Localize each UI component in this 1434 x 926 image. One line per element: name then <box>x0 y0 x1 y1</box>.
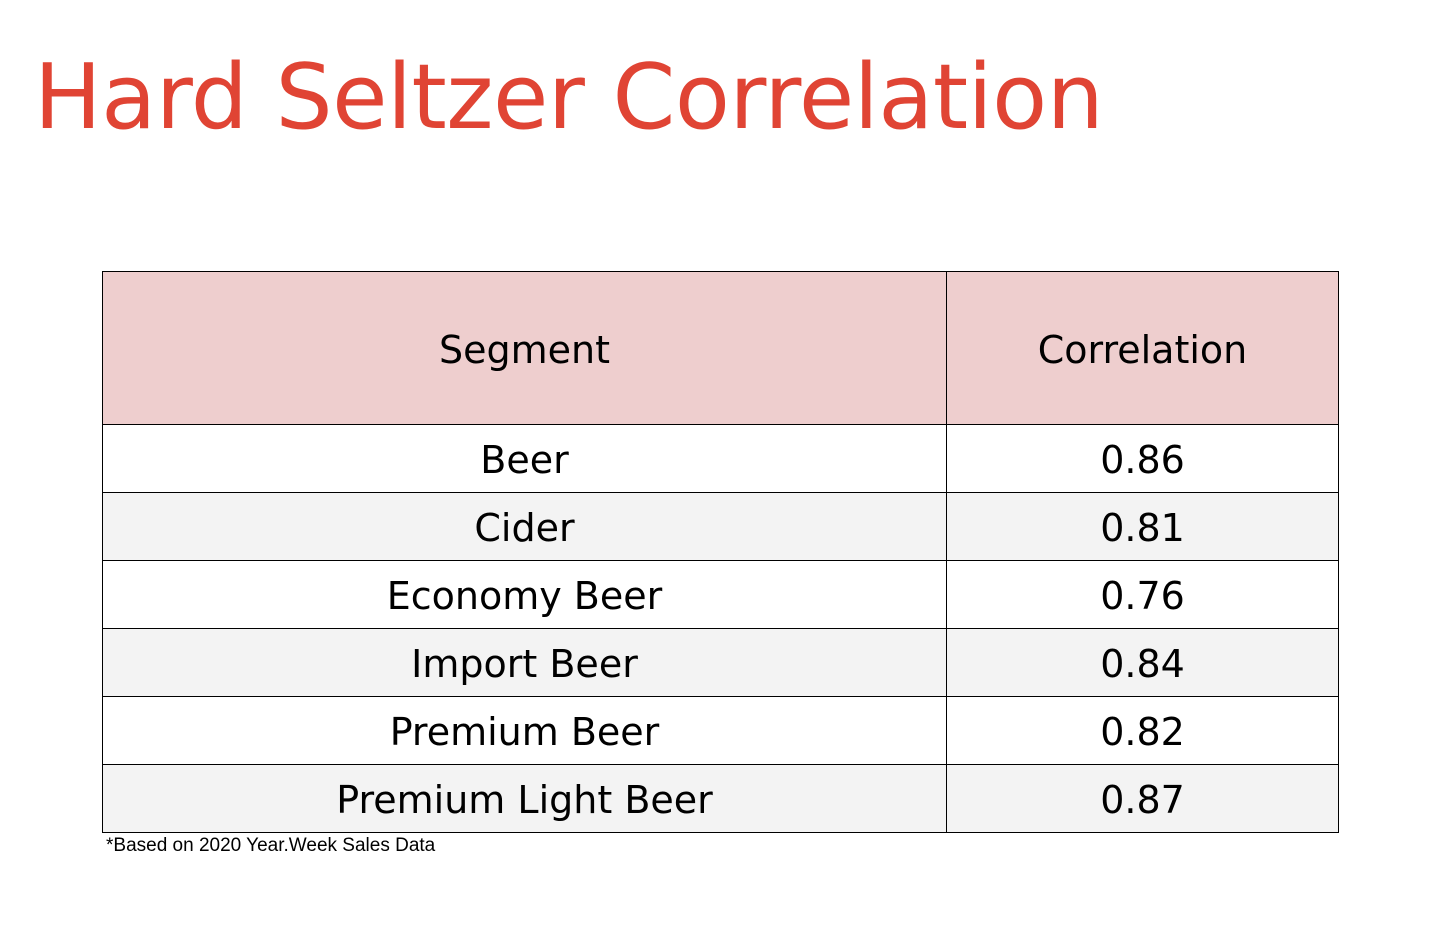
correlation-cell: 0.81 <box>946 492 1339 561</box>
table-row: Economy Beer 0.76 <box>102 560 1339 629</box>
segment-cell: Economy Beer <box>102 560 947 629</box>
table-row: Premium Light Beer 0.87 <box>102 764 1339 833</box>
segment-cell: Import Beer <box>102 628 947 697</box>
segment-cell: Premium Light Beer <box>102 764 947 833</box>
header-segment: Segment <box>102 271 947 425</box>
segment-cell: Premium Beer <box>102 696 947 765</box>
table-header-row: Segment Correlation <box>102 271 1339 425</box>
footnote: *Based on 2020 Year.Week Sales Data <box>106 835 436 856</box>
segment-cell: Beer <box>102 424 947 493</box>
segment-cell: Cider <box>102 492 947 561</box>
correlation-cell: 0.82 <box>946 696 1339 765</box>
correlation-table-container: Segment Correlation Beer 0.86 Cider 0.81… <box>102 271 1339 833</box>
correlation-cell: 0.84 <box>946 628 1339 697</box>
correlation-cell: 0.86 <box>946 424 1339 493</box>
correlation-table: Segment Correlation Beer 0.86 Cider 0.81… <box>102 271 1339 833</box>
table-row: Import Beer 0.84 <box>102 628 1339 697</box>
page-title: Hard Seltzer Correlation <box>34 45 1104 150</box>
table-row: Cider 0.81 <box>102 492 1339 561</box>
correlation-cell: 0.76 <box>946 560 1339 629</box>
table-row: Premium Beer 0.82 <box>102 696 1339 765</box>
table-row: Beer 0.86 <box>102 424 1339 493</box>
header-correlation: Correlation <box>946 271 1339 425</box>
correlation-cell: 0.87 <box>946 764 1339 833</box>
